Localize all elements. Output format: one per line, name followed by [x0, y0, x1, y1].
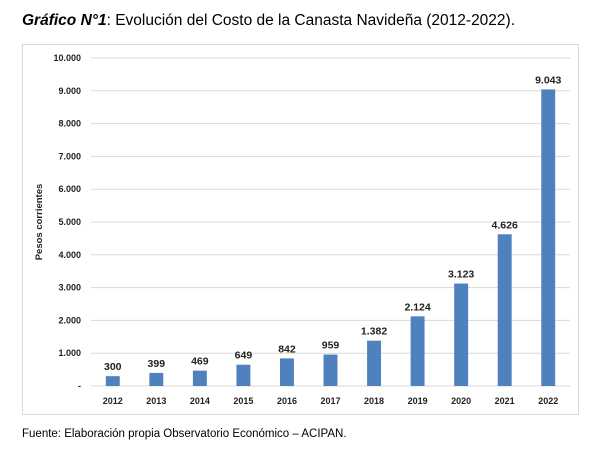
x-tick-label: 2018 — [364, 396, 384, 406]
bar-2017 — [323, 354, 338, 386]
x-tick-label: 2021 — [495, 396, 515, 406]
source-note: Fuente: Elaboración propia Observatorio … — [22, 428, 347, 440]
y-axis-label: Pesos corrientes — [34, 184, 45, 261]
bar-2021 — [497, 234, 512, 386]
bar-2020 — [454, 283, 469, 386]
data-label: 300 — [104, 361, 122, 373]
y-tick-label: 3.000 — [58, 283, 81, 293]
y-tick-label: 8.000 — [58, 119, 81, 129]
y-tick-label: 6.000 — [58, 184, 81, 194]
y-tick-label: 4.000 — [58, 250, 81, 260]
y-tick-label: 7.000 — [58, 151, 81, 161]
data-label: 399 — [148, 358, 166, 370]
y-tick-label: 10.000 — [53, 53, 81, 63]
bar-2016 — [279, 358, 294, 386]
data-label: 1.382 — [361, 326, 387, 338]
caption-text: : Evolución del Costo de la Canasta Navi… — [106, 12, 516, 29]
bar-2019 — [410, 316, 425, 386]
y-tick-label: 9.000 — [58, 86, 81, 96]
x-tick-label: 2017 — [320, 396, 340, 406]
chart-caption: Gráfico N°1: Evolución del Costo de la C… — [22, 12, 515, 30]
bar-2018 — [367, 340, 382, 386]
y-tick-label: 2.000 — [58, 315, 81, 325]
bar-2015 — [236, 364, 251, 386]
data-label: 959 — [322, 340, 340, 352]
bar-2014 — [192, 370, 207, 386]
data-label: 2.124 — [404, 301, 430, 313]
x-tick-label: 2020 — [451, 396, 471, 406]
y-tick-label: - — [78, 381, 81, 391]
data-label: 9.043 — [535, 74, 561, 86]
data-label: 4.626 — [492, 219, 518, 231]
y-tick-label: 5.000 — [58, 217, 81, 227]
y-tick-label: 1.000 — [58, 348, 81, 358]
x-tick-label: 2013 — [146, 396, 166, 406]
x-tick-label: 2014 — [190, 396, 210, 406]
caption-lead: Gráfico N°1 — [22, 12, 107, 29]
data-label: 649 — [235, 350, 253, 362]
x-tick-label: 2019 — [408, 396, 428, 406]
x-tick-label: 2015 — [233, 396, 253, 406]
x-tick-label: 2016 — [277, 396, 297, 406]
chart-frame — [22, 44, 579, 415]
data-label: 842 — [278, 343, 296, 355]
data-label: 3.123 — [448, 269, 474, 281]
bar-2012 — [105, 376, 120, 386]
bar-2022 — [541, 89, 556, 387]
bar-2013 — [149, 372, 164, 386]
x-tick-label: 2012 — [103, 396, 123, 406]
x-tick-label: 2022 — [538, 396, 558, 406]
data-label: 469 — [191, 356, 209, 368]
